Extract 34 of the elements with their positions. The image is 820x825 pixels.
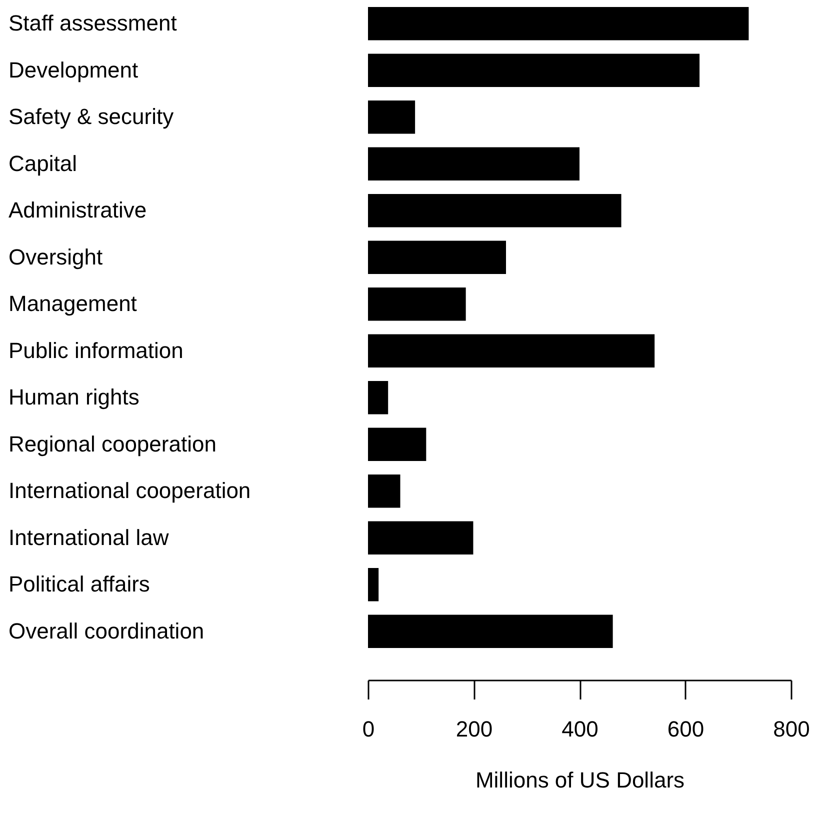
bar [368,100,416,134]
bar [368,54,700,87]
y-tick-label: International cooperation [8,478,251,504]
y-tick-label: Overall coordination [8,618,204,644]
bar [368,7,749,40]
y-tick-label: Staff assessment [8,10,177,36]
bar [368,568,379,602]
y-tick-label: Regional cooperation [8,431,216,456]
bar [368,614,613,648]
x-axis-title: Millions of US Dollars [475,768,685,792]
bar [368,521,474,554]
bar [368,334,655,368]
y-tick-label: Management [8,291,137,316]
bar [368,147,580,180]
y-tick-label: Capital [8,150,77,176]
y-tick-label: Oversight [8,244,103,270]
y-tick-label: Public information [8,338,184,363]
bar [368,240,506,274]
x-tick-label: 800 [773,716,810,742]
x-tick-label: 400 [562,716,598,742]
y-tick-label: Human rights [8,384,140,410]
bar [368,381,388,414]
y-tick-label: Safety & security [8,104,174,130]
bar [368,288,466,321]
y-tick-label: International law [8,524,169,550]
y-tick-label: Administrative [8,198,147,223]
bar [368,428,426,461]
x-tick-label: 200 [456,716,493,742]
bar [368,194,622,228]
x-tick-label: 0 [362,716,375,742]
x-tick-label: 600 [667,716,704,742]
y-tick-label: Development [8,57,138,82]
y-tick-label: Political affairs [8,572,150,597]
bar [368,474,400,508]
